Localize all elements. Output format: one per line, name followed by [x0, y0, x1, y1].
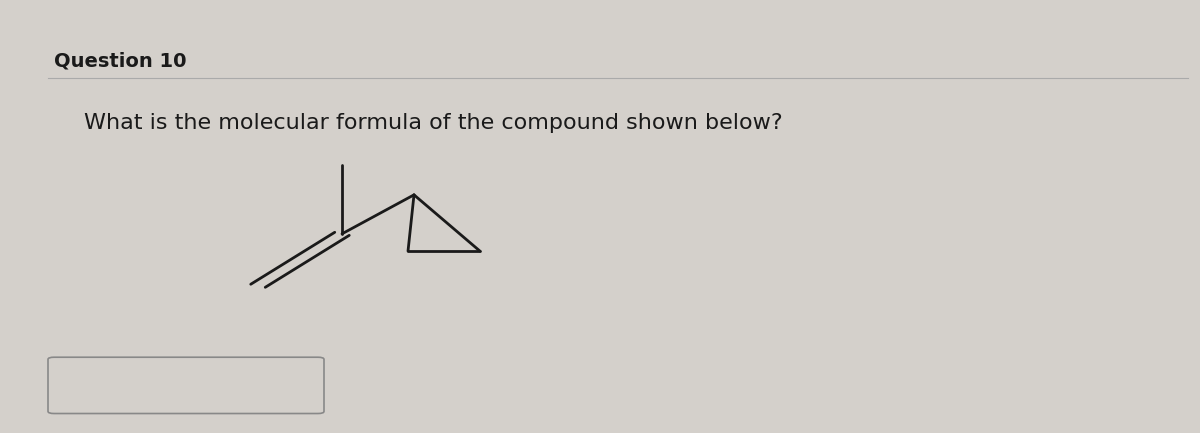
Text: What is the molecular formula of the compound shown below?: What is the molecular formula of the com…: [84, 113, 782, 132]
FancyBboxPatch shape: [48, 357, 324, 414]
Text: Question 10: Question 10: [54, 52, 186, 71]
